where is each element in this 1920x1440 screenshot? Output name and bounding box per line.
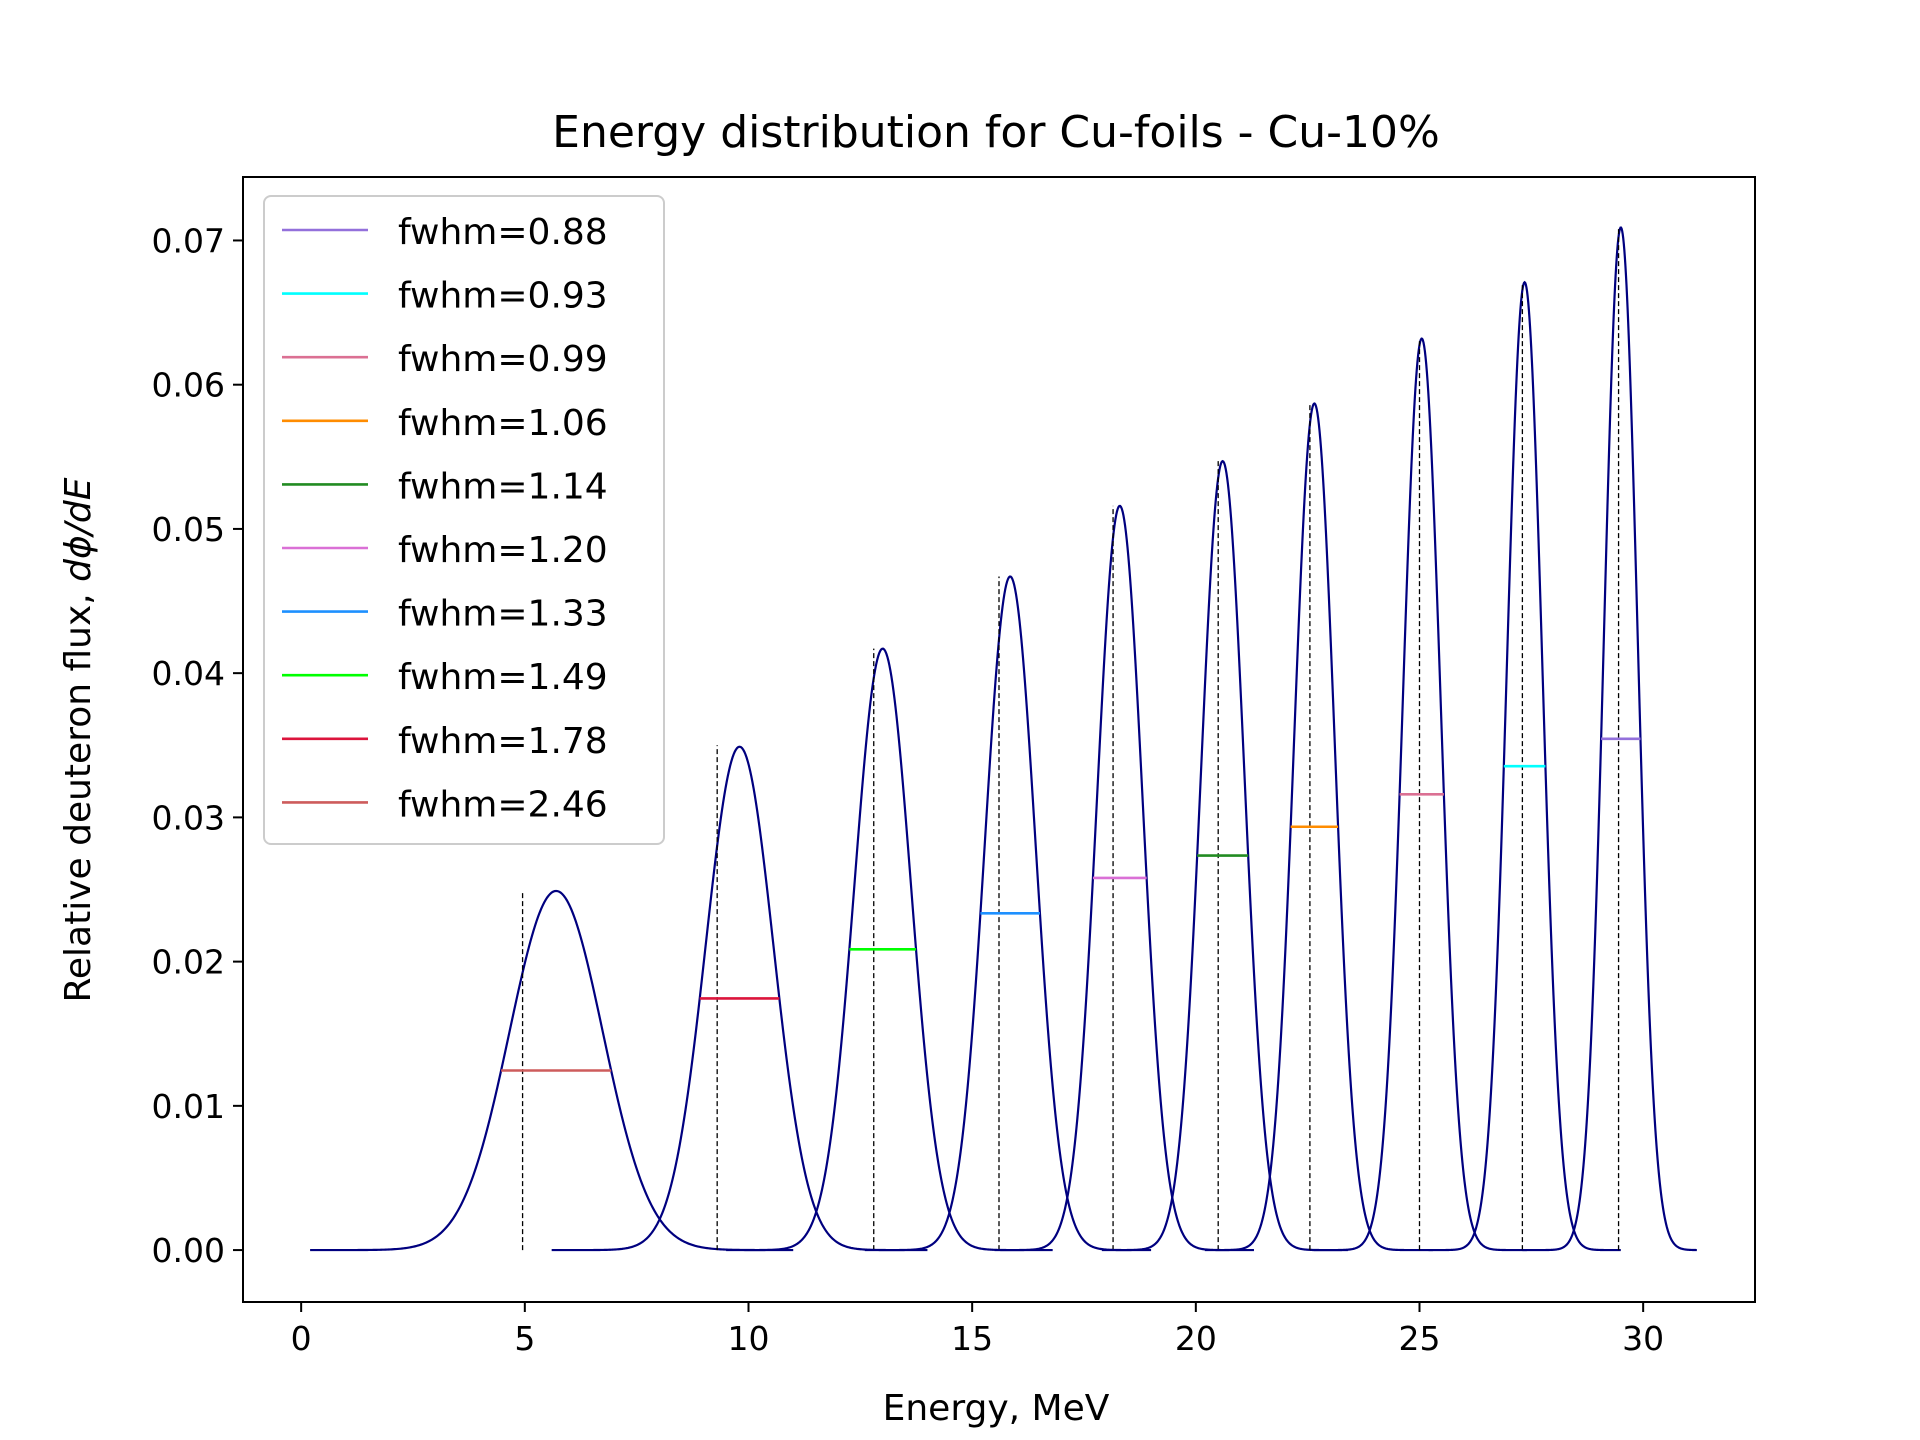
y-tick-label-5: 0.05	[152, 510, 225, 549]
y-axis-title: Relative deuteron flux, dϕ/dE	[58, 477, 99, 1002]
legend-label-5: fwhm=1.14	[398, 466, 608, 507]
legend-label-8: fwhm=1.49	[398, 657, 608, 698]
legend-label-7: fwhm=1.33	[398, 594, 608, 635]
legend-label-4: fwhm=1.06	[398, 403, 608, 444]
x-tick-label-5: 25	[1398, 1319, 1440, 1358]
x-tick-label-6: 30	[1622, 1319, 1664, 1358]
x-tick-label-0: 0	[291, 1319, 312, 1358]
legend-label-9: fwhm=1.78	[398, 721, 608, 762]
plot-area	[310, 226, 1697, 1252]
legend-label-10: fwhm=2.46	[398, 784, 608, 825]
chart-title: Energy distribution for Cu-foils - Cu-10…	[552, 107, 1440, 158]
y-axis-title-text: Relative deuteron flux,	[58, 582, 99, 1003]
y-tick-label-0: 0.00	[152, 1231, 225, 1270]
y-tick-label-6: 0.06	[152, 366, 225, 405]
legend-label-2: fwhm=0.93	[398, 276, 608, 317]
distribution-curve-9	[1428, 280, 1621, 1252]
y-tick-label-4: 0.04	[152, 654, 225, 693]
y-tick-label-2: 0.02	[152, 943, 225, 982]
legend-label-6: fwhm=1.20	[398, 530, 608, 571]
y-tick-label-3: 0.03	[152, 798, 225, 837]
x-tick-label-3: 15	[951, 1319, 993, 1358]
axes-frame	[242, 176, 1756, 1303]
legend-label-3: fwhm=0.99	[398, 339, 608, 380]
distribution-curve-1	[310, 889, 794, 1252]
legend-label-1: fwhm=0.88	[398, 212, 608, 253]
x-tick-label-4: 20	[1175, 1319, 1217, 1358]
y-tick-label-1: 0.01	[152, 1087, 225, 1126]
axes: 0 5 10 15 20 25 30 0.00 0.01 0.02 0.03 0.04 0.05 0.06…	[152, 176, 1756, 1358]
y-tick-label-7: 0.07	[152, 221, 225, 260]
x-axis-title: Energy, MeV	[883, 1388, 1110, 1429]
distribution-curve-10	[1522, 226, 1697, 1252]
x-tick-label-2: 10	[727, 1319, 769, 1358]
y-axis-title-math: dϕ/dE	[58, 477, 99, 582]
x-tick-label-1: 5	[514, 1319, 535, 1358]
distribution-curve-7	[1204, 402, 1433, 1252]
legend: fwhm=0.88 fwhm=0.93 fwhm=0.99 fwhm=1.06 fwhm…	[263, 195, 665, 845]
distribution-curve-6	[1101, 459, 1348, 1252]
